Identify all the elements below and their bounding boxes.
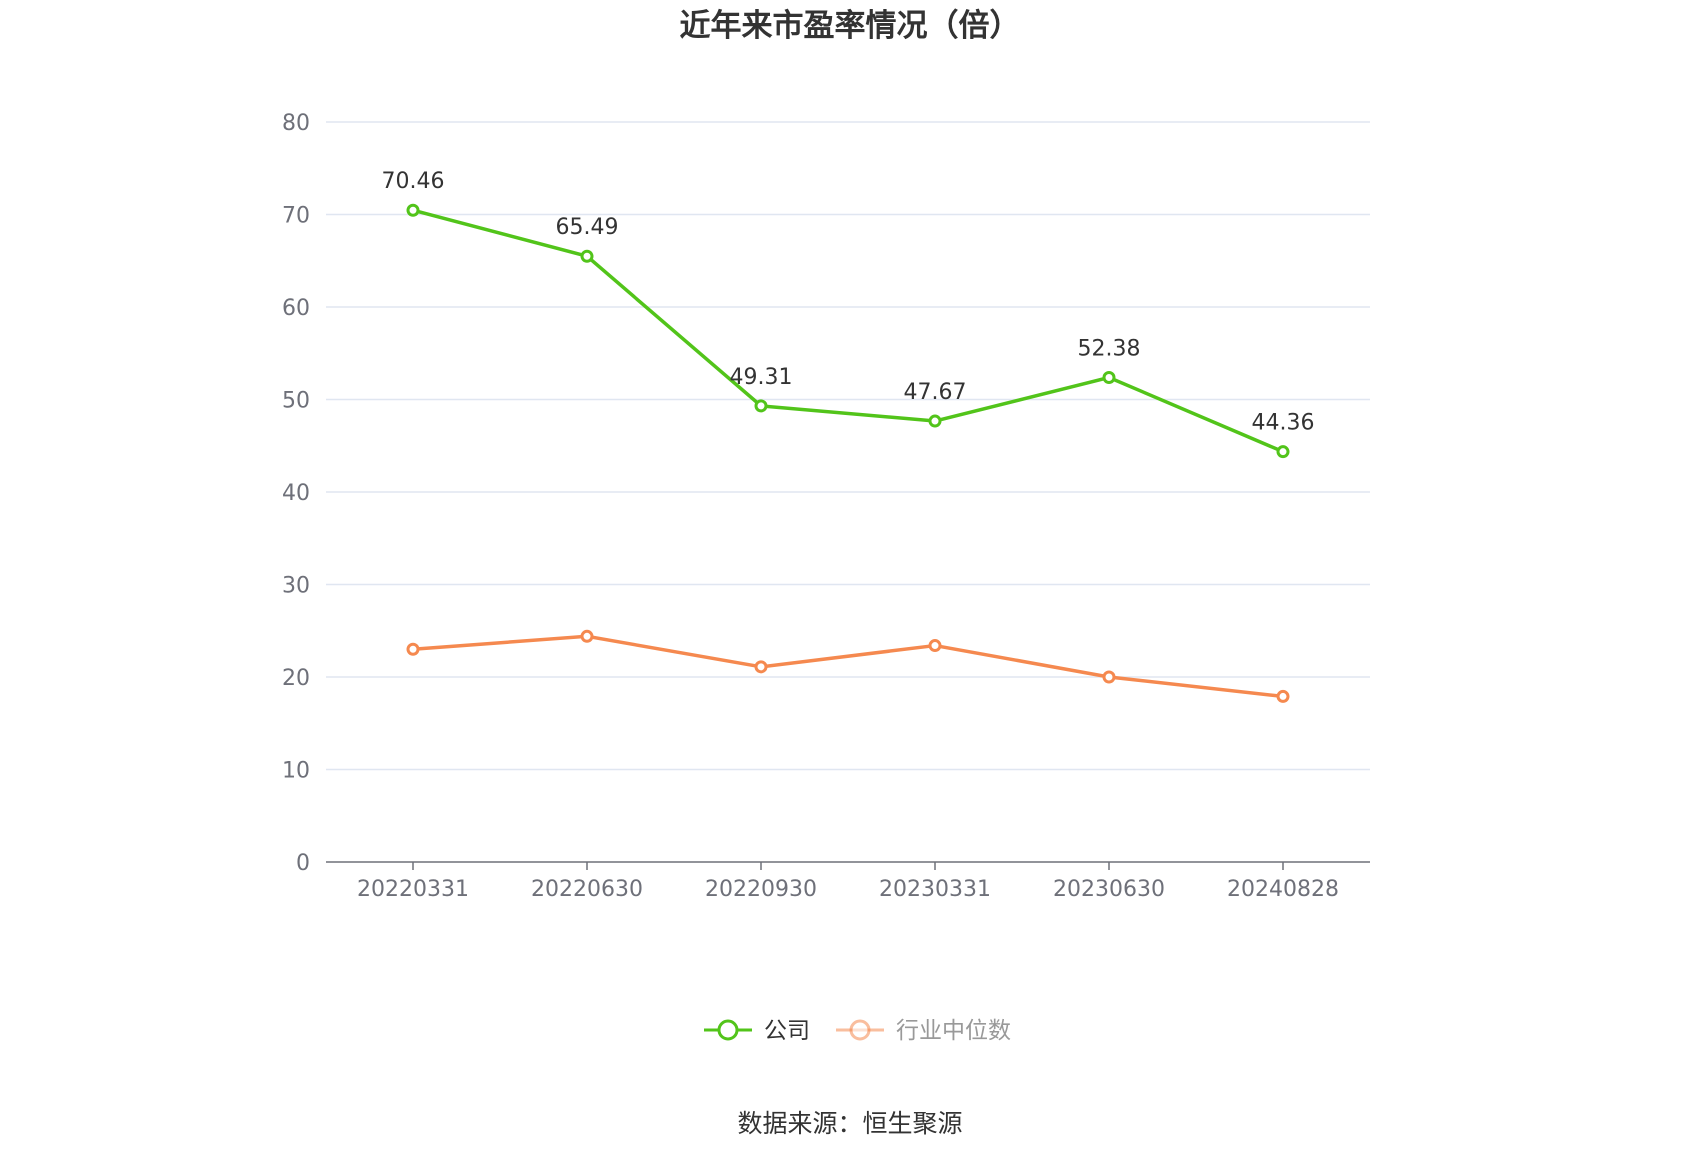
data-point[interactable] — [1276, 689, 1290, 703]
x-tick-label: 20230331 — [879, 877, 991, 902]
y-tick-label: 60 — [282, 296, 310, 321]
data-label: 44.36 — [1252, 411, 1315, 436]
data-point[interactable] — [580, 249, 594, 263]
legend-company-circle-icon — [717, 1019, 739, 1041]
data-point[interactable] — [406, 642, 420, 656]
y-tick-label: 70 — [282, 204, 310, 229]
data-point[interactable] — [406, 203, 420, 217]
y-tick-label: 30 — [282, 574, 310, 599]
data-point[interactable] — [1276, 445, 1290, 459]
data-point[interactable] — [1102, 670, 1116, 684]
data-source-note: 数据来源：恒生聚源 — [737, 1109, 962, 1138]
data-point[interactable] — [754, 399, 768, 413]
series-lines — [406, 203, 1290, 703]
x-tick-label: 20230630 — [1053, 877, 1165, 902]
series-line-0 — [412, 208, 1284, 454]
grid-lines — [326, 121, 1370, 771]
data-point[interactable] — [928, 414, 942, 428]
series-line-1 — [412, 634, 1284, 699]
y-tick-label: 20 — [282, 666, 310, 691]
data-label: 65.49 — [556, 215, 619, 240]
data-label: 49.31 — [730, 365, 793, 390]
legend-industry-median-circle-icon — [849, 1019, 871, 1041]
data-label: 70.46 — [382, 169, 445, 194]
data-label: 47.67 — [904, 380, 967, 405]
data-point[interactable] — [754, 660, 768, 674]
y-tick-label: 0 — [296, 851, 310, 876]
y-tick-label: 80 — [282, 111, 310, 136]
legend-industry-median-label: 行业中位数 — [896, 1018, 1011, 1044]
y-tick-label: 50 — [282, 389, 310, 414]
data-point[interactable] — [928, 639, 942, 653]
x-tick-label: 20240828 — [1227, 877, 1339, 902]
chart-title: 近年来市盈率情况（倍） — [680, 8, 1021, 44]
x-tick-label: 20220630 — [531, 877, 643, 902]
data-point[interactable] — [1102, 370, 1116, 384]
legend-item-company[interactable]: 公司 — [704, 1018, 810, 1044]
x-tick-label: 20220930 — [705, 877, 817, 902]
data-point[interactable] — [580, 629, 594, 643]
legend-company-label: 公司 — [764, 1018, 810, 1044]
legend: 公司 行业中位数 — [704, 1018, 1011, 1044]
y-tick-label: 40 — [282, 481, 310, 506]
y-tick-label: 10 — [282, 759, 310, 784]
data-label: 52.38 — [1078, 336, 1141, 361]
x-tick-label: 20220331 — [357, 877, 469, 902]
legend-item-industry-median[interactable]: 行业中位数 — [836, 1018, 1011, 1044]
data-labels: 70.46 65.49 49.31 47.67 52.38 44.36 — [382, 169, 1315, 435]
axes: 0 10 20 30 40 50 60 70 80 20220331 20220630 2022093… — [282, 111, 1370, 902]
